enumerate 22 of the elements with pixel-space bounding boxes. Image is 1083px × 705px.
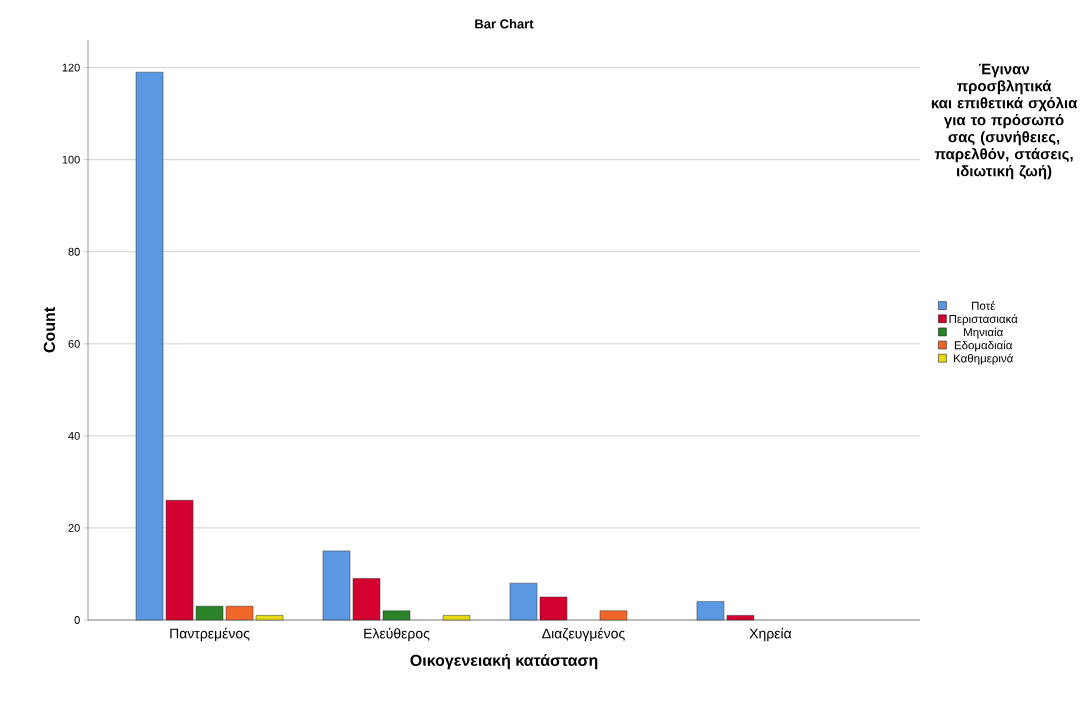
legend-label: Ποτέ xyxy=(972,301,996,310)
y-tick-label: 0 xyxy=(74,616,80,624)
chart-title: Bar Chart xyxy=(475,18,534,29)
legend-label: Εδομαδιαία xyxy=(954,340,1013,352)
x-tick-label: Διαζευγμένος xyxy=(542,627,625,642)
legend-label: Καθημερινά xyxy=(954,353,1013,365)
x-axis-title: Οικογενειακή κατάσταση xyxy=(410,654,598,670)
y-tick-label: 120 xyxy=(62,63,80,72)
bar xyxy=(599,610,628,621)
y-tick-label: 60 xyxy=(68,339,80,348)
x-tick-label: Παντρεμένος xyxy=(170,627,250,642)
y-tick-label: 40 xyxy=(68,431,80,440)
y-tick-label: 100 xyxy=(62,155,80,164)
x-tick-label: Ελεύθερος xyxy=(364,627,430,642)
legend-label: Περιστασιακά xyxy=(949,314,1018,326)
y-tick-label: 80 xyxy=(68,247,80,256)
bar xyxy=(442,615,471,621)
y-tick-label: 20 xyxy=(68,524,80,532)
legend-label: Μηνιαία xyxy=(964,327,1003,339)
y-axis-title: Count xyxy=(43,307,56,353)
legend-title: Έγιναν προσβλητικά και επιθετικά σχόλια για το πρόσωπό σας (συνήθειες, παρελθόν, στάσεις, ιδιωτική ζωή) xyxy=(931,63,1078,180)
x-tick-label: Χηρεία xyxy=(749,627,792,642)
